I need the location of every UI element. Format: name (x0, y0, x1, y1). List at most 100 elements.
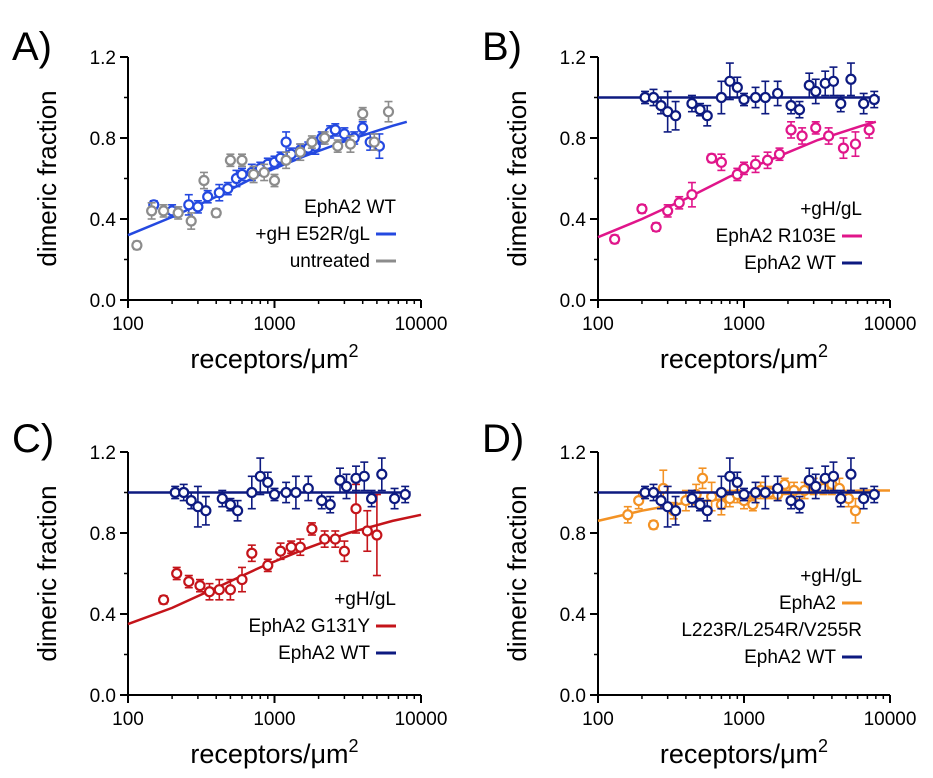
data-point (319, 533, 331, 545)
data-point (810, 480, 822, 493)
x-axis-label-unit: μm (780, 344, 818, 374)
panel-letter: B) (482, 25, 522, 69)
y-tick-label: 0.8 (560, 524, 586, 545)
data-point (706, 152, 718, 164)
data-point (131, 239, 143, 251)
data-point (696, 472, 709, 484)
data-point (344, 138, 357, 150)
series-0 (597, 120, 877, 245)
legend-label: +gH E52R/gL (255, 224, 370, 245)
legend-title: EphA2 WT (304, 197, 396, 218)
y-tick-label: 0.4 (560, 210, 587, 231)
data-point (694, 499, 706, 511)
x-axis-label-unit: μm (310, 739, 348, 769)
data-point (285, 541, 297, 553)
legend-label: untreated (290, 251, 370, 272)
series-1 (128, 457, 411, 528)
data-point (810, 122, 822, 134)
x-axis-label-text: receptors/ (660, 344, 781, 374)
data-point (268, 488, 281, 501)
data-point (350, 503, 362, 515)
data-point (280, 136, 292, 148)
series-0 (127, 483, 422, 626)
x-tick-label: 1000 (723, 709, 765, 730)
data-point (738, 93, 750, 106)
data-point (785, 495, 797, 507)
data-point (785, 124, 797, 136)
data-point (210, 207, 222, 219)
data-point (334, 474, 346, 486)
data-point (715, 91, 727, 104)
data-point (738, 488, 750, 501)
data-point (647, 519, 660, 531)
data-point (759, 91, 771, 104)
fit-curve (127, 513, 422, 626)
data-point (694, 104, 706, 116)
x-axis-label-text: receptors/ (190, 344, 311, 374)
data-point (222, 183, 234, 195)
data-point (368, 136, 380, 148)
x-tick-label: 100 (582, 314, 614, 335)
data-point (376, 468, 388, 480)
x-axis-label-superscript: 2 (818, 341, 828, 361)
x-axis-label-unit: μm (310, 344, 348, 374)
data-point (845, 73, 857, 85)
data-point (673, 197, 685, 209)
y-tick-label: 0.4 (90, 605, 117, 626)
y-tick-label: 1.2 (560, 443, 586, 464)
data-point (183, 199, 195, 211)
y-axis-label: dimeric fraction (502, 485, 532, 661)
data-point (302, 482, 314, 495)
data-point (236, 154, 248, 166)
legend: EphA2 WT +gH E52R/gL untreated (255, 197, 396, 272)
data-point (749, 158, 762, 170)
x-tick-label: 10000 (864, 709, 917, 730)
data-point (837, 142, 850, 154)
data-point (863, 124, 875, 136)
x-axis-label-text: receptors/ (190, 739, 311, 769)
panel-c: C) 0.0 0.4 0.8 1.2 100 1000 10000 dimeric fracti… (12, 417, 447, 769)
y-tick-label: 0.8 (90, 524, 116, 545)
data-point (686, 97, 698, 110)
y-tick-label: 0.0 (560, 291, 586, 312)
series-0 (127, 120, 408, 237)
y-tick-label: 0.0 (560, 686, 586, 707)
data-point (731, 81, 743, 93)
data-point (868, 488, 880, 501)
data-point (268, 174, 281, 187)
data-point (203, 586, 216, 598)
data-point (262, 559, 274, 572)
data-point (183, 575, 195, 588)
x-tick-label: 100 (112, 314, 144, 335)
x-axis-label-superscript: 2 (349, 736, 359, 756)
data-point (868, 93, 880, 106)
data-point (332, 140, 344, 152)
data-point (319, 132, 331, 144)
y-tick-label: 0.4 (560, 605, 587, 626)
data-point (202, 191, 214, 203)
data-point (731, 476, 743, 488)
y-tick-label: 1.2 (90, 48, 116, 69)
data-point (823, 130, 835, 142)
data-point (858, 492, 870, 505)
data-point (329, 124, 341, 136)
legend-title: +gH/gL (800, 566, 862, 587)
data-point (858, 97, 870, 110)
data-point (759, 486, 771, 499)
y-tick-label: 0.0 (90, 686, 116, 707)
data-point (236, 168, 248, 181)
legend-label: EphA2 (779, 593, 836, 614)
data-point (835, 492, 847, 505)
x-tick-label: 10000 (395, 314, 448, 335)
x-tick-label: 100 (582, 709, 614, 730)
x-tick-label: 1000 (253, 709, 295, 730)
data-point (655, 495, 667, 507)
data-point (715, 486, 727, 499)
data-point (236, 573, 248, 586)
data-point (772, 87, 784, 100)
data-point (724, 75, 736, 87)
data-point (146, 205, 158, 217)
data-point (357, 108, 369, 120)
data-point (290, 486, 302, 499)
